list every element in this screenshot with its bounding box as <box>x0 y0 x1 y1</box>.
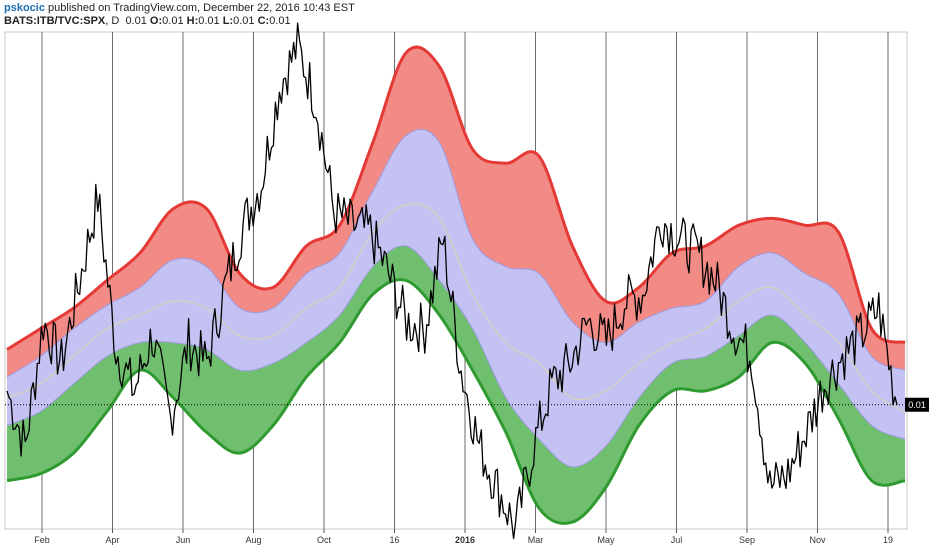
upper-band-line <box>6 45 906 351</box>
low-value: 0.01 <box>233 15 255 27</box>
x-tick-label: 16 <box>389 535 399 545</box>
x-tick-label: Mar <box>528 535 544 545</box>
publish-info: published on TradingView.com, December 2… <box>44 2 355 14</box>
lower-band-line <box>6 278 906 525</box>
x-tick-label: Oct <box>317 535 332 545</box>
interval-label: , D <box>105 15 120 27</box>
high-value: 0.01 <box>198 15 220 27</box>
upper-band-fill <box>7 47 905 378</box>
x-tick-label: Sep <box>739 535 755 545</box>
author-link[interactable]: pskocic <box>4 2 45 14</box>
x-tick-label: 2016 <box>455 535 475 545</box>
price-tag-bg <box>905 397 929 412</box>
price-line <box>6 22 898 540</box>
x-tick-label: May <box>597 535 615 545</box>
middle-band-fill <box>7 129 905 467</box>
close-label: C: <box>257 15 270 27</box>
close-value: 0.01 <box>269 15 291 27</box>
symbol-label[interactable]: BATS:ITB/TVC:SPX <box>4 15 106 27</box>
low-label: L: <box>222 15 234 27</box>
price-tag-label: 0.01 <box>908 400 926 410</box>
publish-line: pskocic published on TradingView.com, De… <box>4 1 924 14</box>
high-label: H: <box>186 15 199 27</box>
x-tick-label: Aug <box>245 535 261 545</box>
x-tick-label: Jul <box>671 535 683 545</box>
open-value: 0.01 <box>162 15 184 27</box>
open-label: O: <box>149 15 163 27</box>
price-tag: 0.01 <box>905 397 929 412</box>
price-series <box>6 22 898 540</box>
x-tick-label: Jun <box>176 535 191 545</box>
x-tick-label: Nov <box>809 535 826 545</box>
basis-line <box>6 203 906 413</box>
chart-header: pskocic published on TradingView.com, De… <box>4 1 924 28</box>
inner-upper-line <box>6 129 906 378</box>
x-tick-label: Feb <box>34 535 50 545</box>
x-axis: Feb Apr Jun Aug Oct 16 2016 Mar May Jul Sep Nov 19 <box>34 529 893 545</box>
x-tick-label: 19 <box>883 535 893 545</box>
ohlc-line: BATS:ITB/TVC:SPX, D 0.01 O:0.01 H:0.01 L… <box>4 14 924 28</box>
x-tick-label: Apr <box>105 535 119 545</box>
last-value: 0.01 <box>125 15 147 27</box>
